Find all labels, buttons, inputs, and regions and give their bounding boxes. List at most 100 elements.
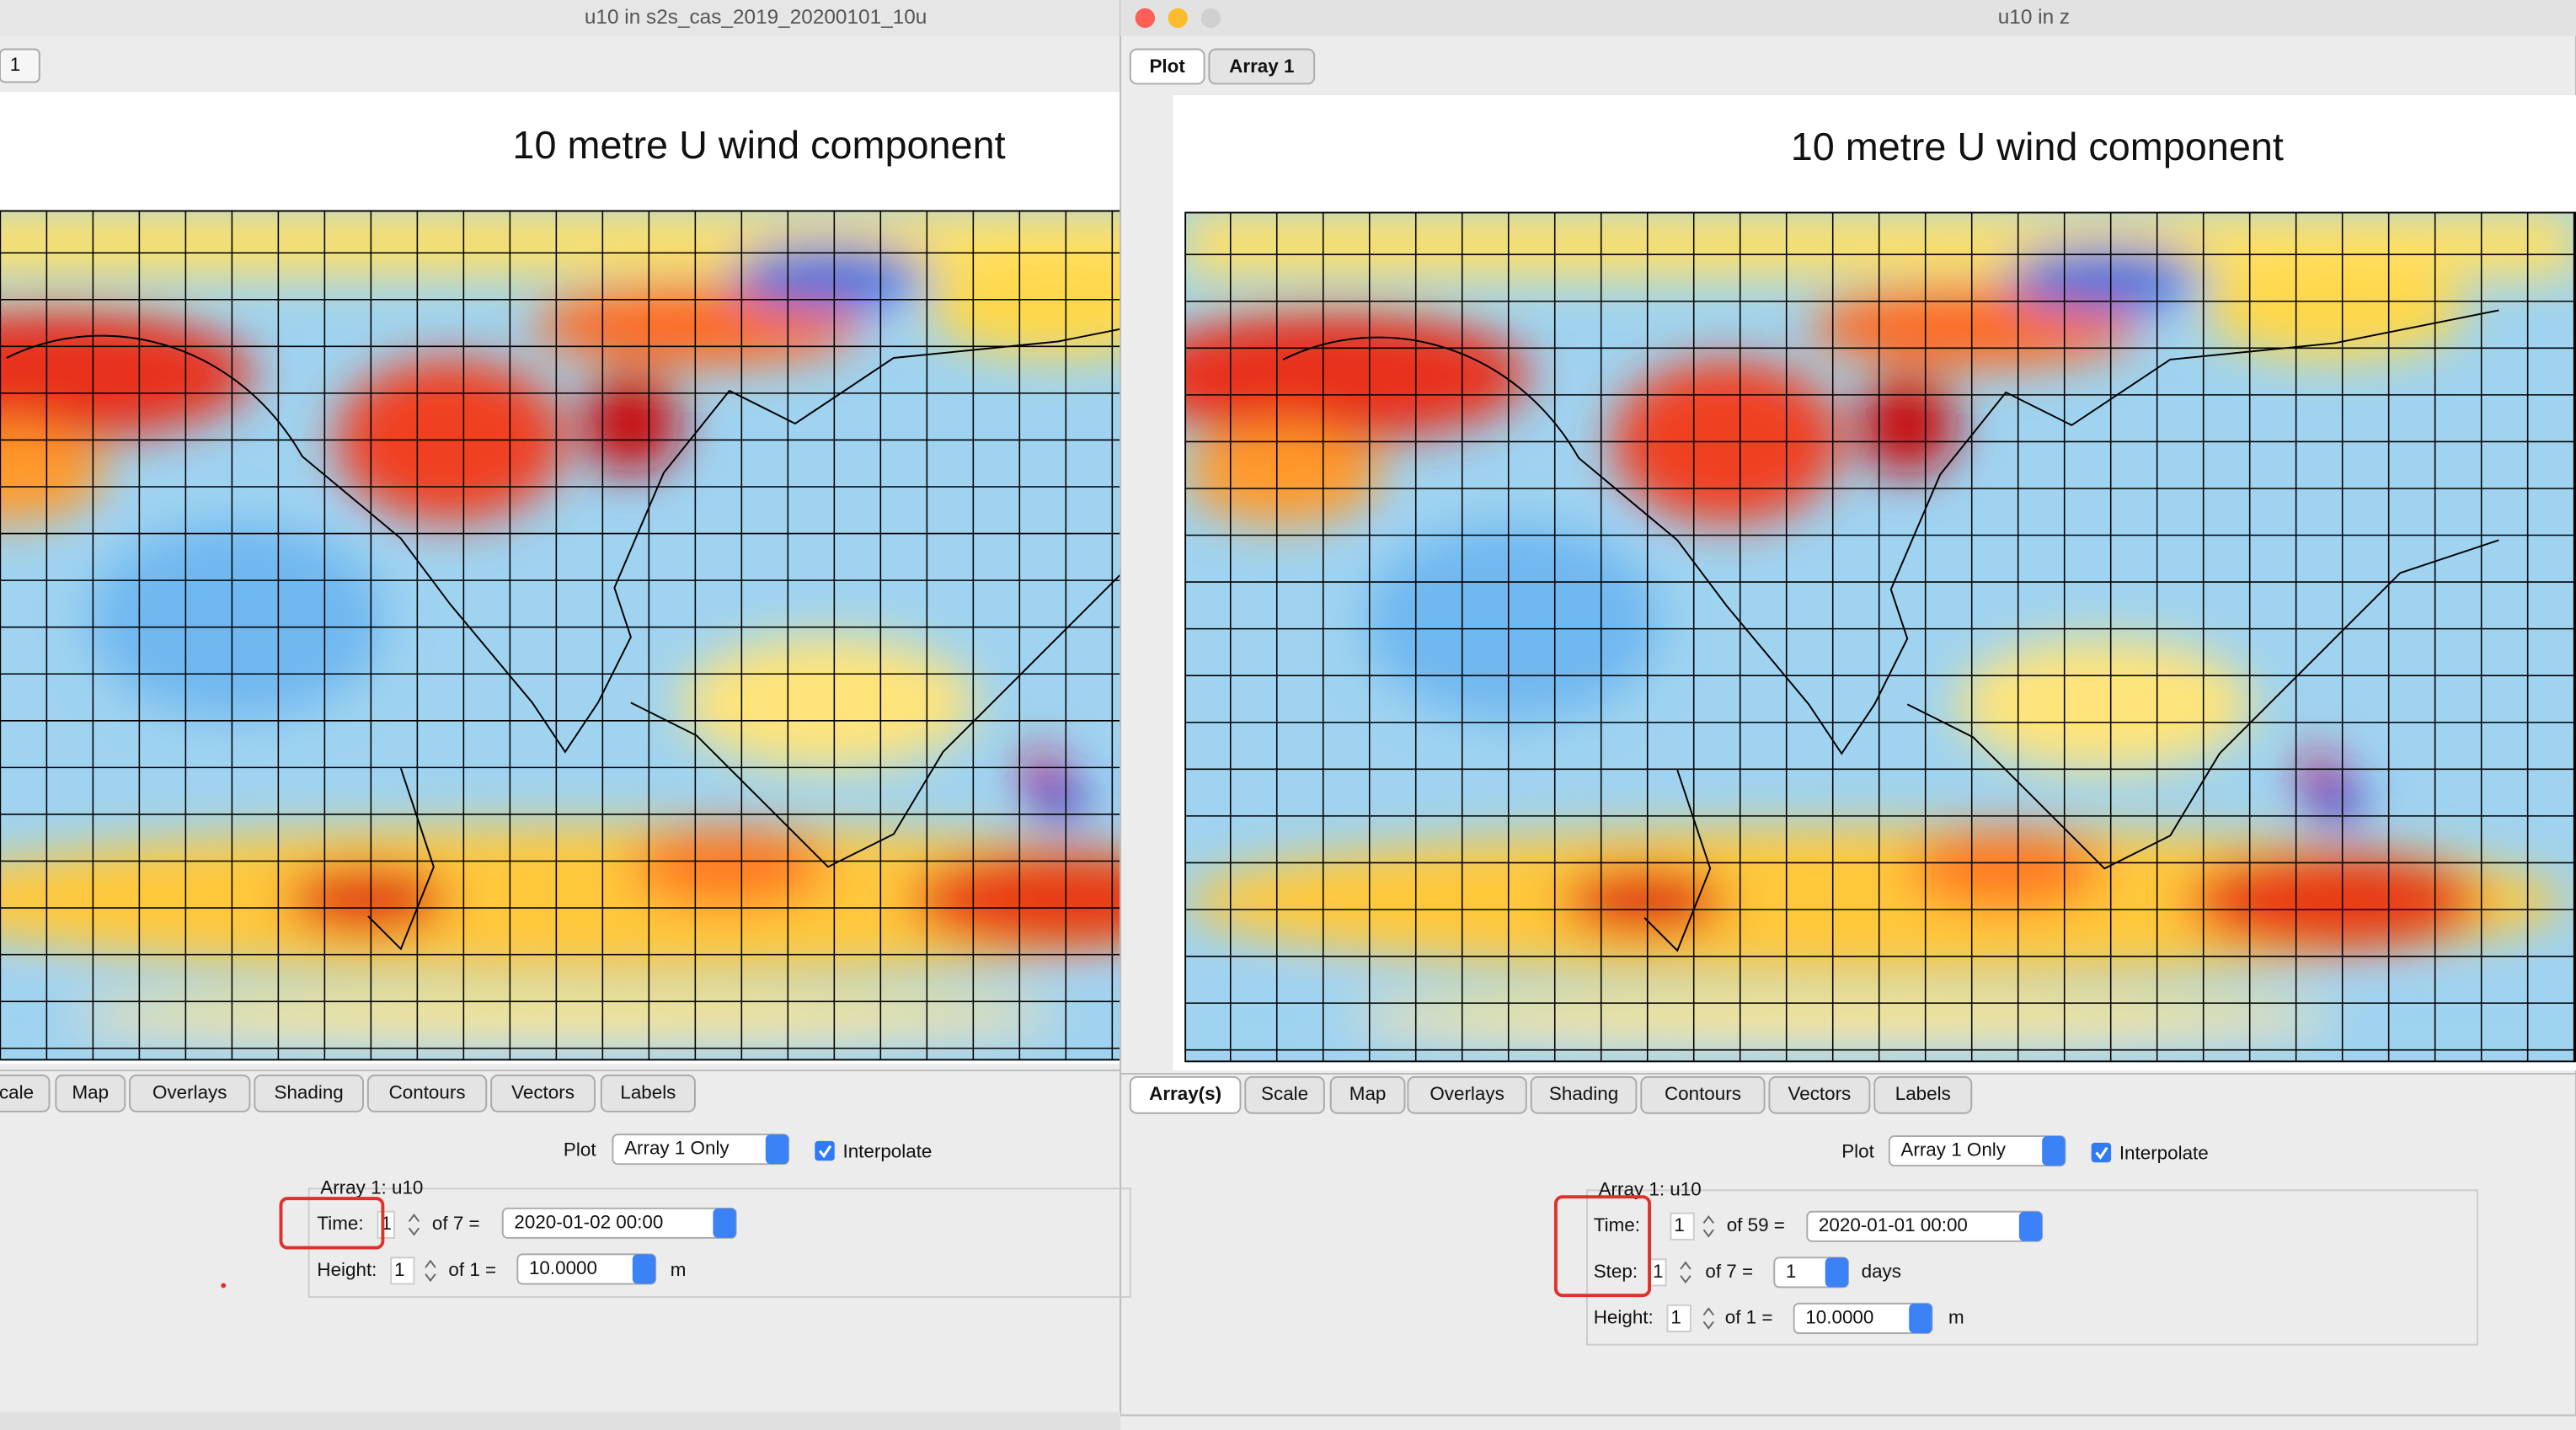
index-value[interactable]: 1 xyxy=(1653,1261,1663,1282)
tab[interactable] xyxy=(1530,1075,1638,1114)
plot-label: Plot xyxy=(564,1139,596,1161)
group-box xyxy=(1585,1189,2478,1346)
tab[interactable] xyxy=(1129,1075,1242,1114)
tab-label[interactable]: Scale xyxy=(1261,1083,1308,1104)
tab-label[interactable]: Array(s) xyxy=(1149,1083,1221,1104)
check-mark[interactable] xyxy=(818,1145,832,1159)
index-field[interactable] xyxy=(1666,1304,1692,1333)
unit: m xyxy=(1948,1306,1964,1327)
checkbox[interactable] xyxy=(815,1140,835,1161)
index-value[interactable]: 1 xyxy=(1670,1306,1681,1327)
dropdown-value[interactable]: Array 1 Only xyxy=(624,1138,730,1159)
plot-title: 10 metre U wind component xyxy=(512,123,1005,167)
tab[interactable] xyxy=(1873,1075,1973,1114)
row-label: Step: xyxy=(1594,1261,1638,1282)
spinner[interactable] xyxy=(1702,1214,1714,1238)
tab[interactable] xyxy=(600,1074,696,1113)
dropdown-value[interactable]: 10.0000 xyxy=(1805,1306,1873,1327)
title-bar xyxy=(0,0,1121,36)
of-label: of 7 = xyxy=(1705,1261,1753,1282)
dropdown-arrow[interactable] xyxy=(1825,1257,1849,1288)
index-value[interactable]: 1 xyxy=(1674,1214,1684,1235)
unit: days xyxy=(1862,1261,1901,1282)
tab[interactable] xyxy=(0,1074,51,1113)
checkbox[interactable] xyxy=(2091,1142,2112,1163)
tab[interactable] xyxy=(1768,1075,1871,1114)
dropdown-value[interactable]: 1 xyxy=(1786,1261,1796,1282)
dropdown-arrow[interactable] xyxy=(765,1134,789,1165)
tab-label[interactable]: Shading xyxy=(1549,1083,1618,1104)
checkbox-label: Interpolate xyxy=(842,1140,932,1161)
of-label: of 1 = xyxy=(1725,1306,1773,1327)
tab[interactable] xyxy=(0,48,40,83)
index-field[interactable] xyxy=(1670,1212,1695,1241)
dropdown-arrow[interactable] xyxy=(2042,1136,2066,1166)
dropdown-arrow[interactable] xyxy=(1909,1303,1932,1333)
tab-label[interactable]: Vectors xyxy=(1788,1083,1852,1104)
of-label: of 7 = xyxy=(432,1213,480,1234)
row-label: Height: xyxy=(317,1259,377,1280)
unit: m xyxy=(671,1259,687,1280)
spinner[interactable] xyxy=(408,1213,420,1236)
tab[interactable] xyxy=(1329,1075,1406,1114)
tab-label[interactable]: 1 xyxy=(10,54,20,75)
of-label: of 59 = xyxy=(1727,1214,1785,1235)
spinner[interactable] xyxy=(425,1259,436,1283)
checkbox-label: Interpolate xyxy=(2119,1142,2209,1163)
tab-label[interactable]: Map xyxy=(72,1081,109,1102)
window-title: u10 in s2s_cas_2019_20200101_10u xyxy=(585,6,927,29)
tab[interactable] xyxy=(1129,48,1205,85)
tab-label[interactable]: Shading xyxy=(275,1081,344,1102)
group-label: Array 1: u10 xyxy=(320,1177,423,1198)
row-label: Height: xyxy=(1594,1306,1654,1327)
dropdown-arrow[interactable] xyxy=(632,1254,656,1284)
tab[interactable] xyxy=(55,1074,126,1113)
highlight-box xyxy=(279,1197,385,1250)
row-label: Time: xyxy=(317,1213,363,1234)
tab-label[interactable]: Map xyxy=(1349,1083,1387,1104)
tab-label[interactable]: Plot xyxy=(1149,56,1185,77)
spinner[interactable] xyxy=(1680,1261,1692,1284)
map xyxy=(0,211,1300,1061)
highlight-box xyxy=(1553,1195,1652,1298)
map xyxy=(1136,211,2576,1062)
plot-label: Plot xyxy=(1841,1140,1874,1161)
tab-label[interactable]: Array 1 xyxy=(1229,56,1294,77)
spinner[interactable] xyxy=(1702,1307,1714,1330)
tab-label[interactable]: Contours xyxy=(389,1081,466,1102)
of-label: of 1 = xyxy=(448,1259,496,1280)
tab-label[interactable]: cale xyxy=(0,1081,34,1102)
tab-label[interactable]: Labels xyxy=(1895,1083,1951,1104)
index-field[interactable] xyxy=(390,1257,415,1285)
dropdown-value[interactable]: 2020-01-01 00:00 xyxy=(1819,1214,1968,1235)
zoom-button[interactable] xyxy=(1200,8,1221,29)
dropdown-arrow[interactable] xyxy=(2018,1211,2043,1241)
status-bar xyxy=(0,1411,1121,1430)
tab[interactable] xyxy=(1208,48,1316,85)
tab-label[interactable]: Overlays xyxy=(1430,1083,1504,1104)
tab-label[interactable]: Overlays xyxy=(152,1081,227,1102)
tab-label[interactable]: Labels xyxy=(620,1081,676,1102)
check-mark[interactable] xyxy=(2095,1146,2108,1160)
dropdown-value[interactable]: Array 1 Only xyxy=(1900,1139,2006,1161)
tab[interactable] xyxy=(490,1074,596,1113)
close-button[interactable] xyxy=(1135,8,1156,29)
minimize-button[interactable] xyxy=(1168,8,1189,29)
group-box xyxy=(307,1187,1131,1299)
tab[interactable] xyxy=(1640,1075,1766,1114)
dropdown-value[interactable]: 2020-01-02 00:00 xyxy=(514,1211,663,1232)
tab[interactable] xyxy=(1244,1075,1325,1114)
tab[interactable] xyxy=(254,1074,364,1113)
dropdown-value[interactable]: 10.0000 xyxy=(529,1257,597,1278)
tab-label[interactable]: Vectors xyxy=(511,1081,575,1102)
index-value[interactable]: 1 xyxy=(394,1259,404,1280)
dot xyxy=(221,1283,227,1289)
tab[interactable] xyxy=(366,1074,488,1113)
tab[interactable] xyxy=(1407,1075,1527,1114)
tab[interactable] xyxy=(129,1074,251,1113)
dropdown-arrow[interactable] xyxy=(713,1208,736,1238)
tab-label[interactable]: Contours xyxy=(1665,1083,1741,1104)
window-title: u10 in z xyxy=(1998,6,2070,29)
